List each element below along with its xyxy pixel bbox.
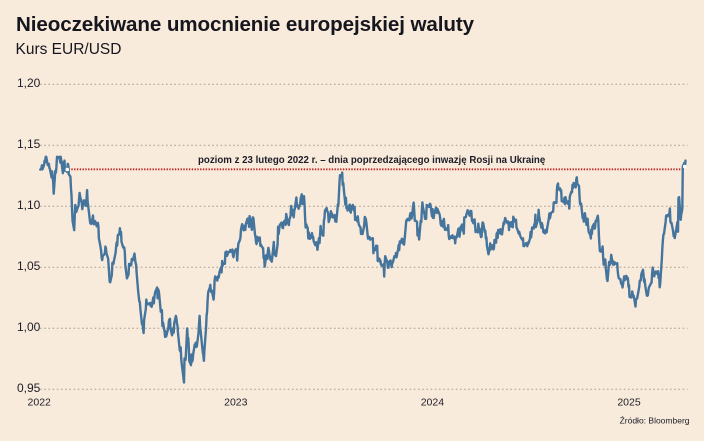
svg-text:2022: 2022: [28, 397, 52, 409]
svg-text:2024: 2024: [421, 397, 445, 409]
svg-text:0,95: 0,95: [17, 381, 41, 395]
svg-text:1,05: 1,05: [17, 259, 41, 273]
svg-text:poziom z 23 lutego 2022 r. – d: poziom z 23 lutego 2022 r. – dnia poprze…: [198, 155, 546, 166]
svg-text:1,15: 1,15: [17, 137, 41, 151]
svg-text:1,10: 1,10: [17, 198, 41, 212]
svg-text:Kurs EUR/USD: Kurs EUR/USD: [16, 41, 122, 58]
svg-text:2023: 2023: [224, 397, 248, 409]
svg-text:2025: 2025: [617, 397, 641, 409]
svg-text:1,00: 1,00: [17, 320, 41, 334]
svg-text:Nieoczekiwane umocnienie europ: Nieoczekiwane umocnienie europejskiej wa…: [16, 13, 475, 36]
svg-text:Źródło: Bloomberg: Źródło: Bloomberg: [620, 416, 690, 426]
svg-text:1,20: 1,20: [17, 76, 41, 90]
